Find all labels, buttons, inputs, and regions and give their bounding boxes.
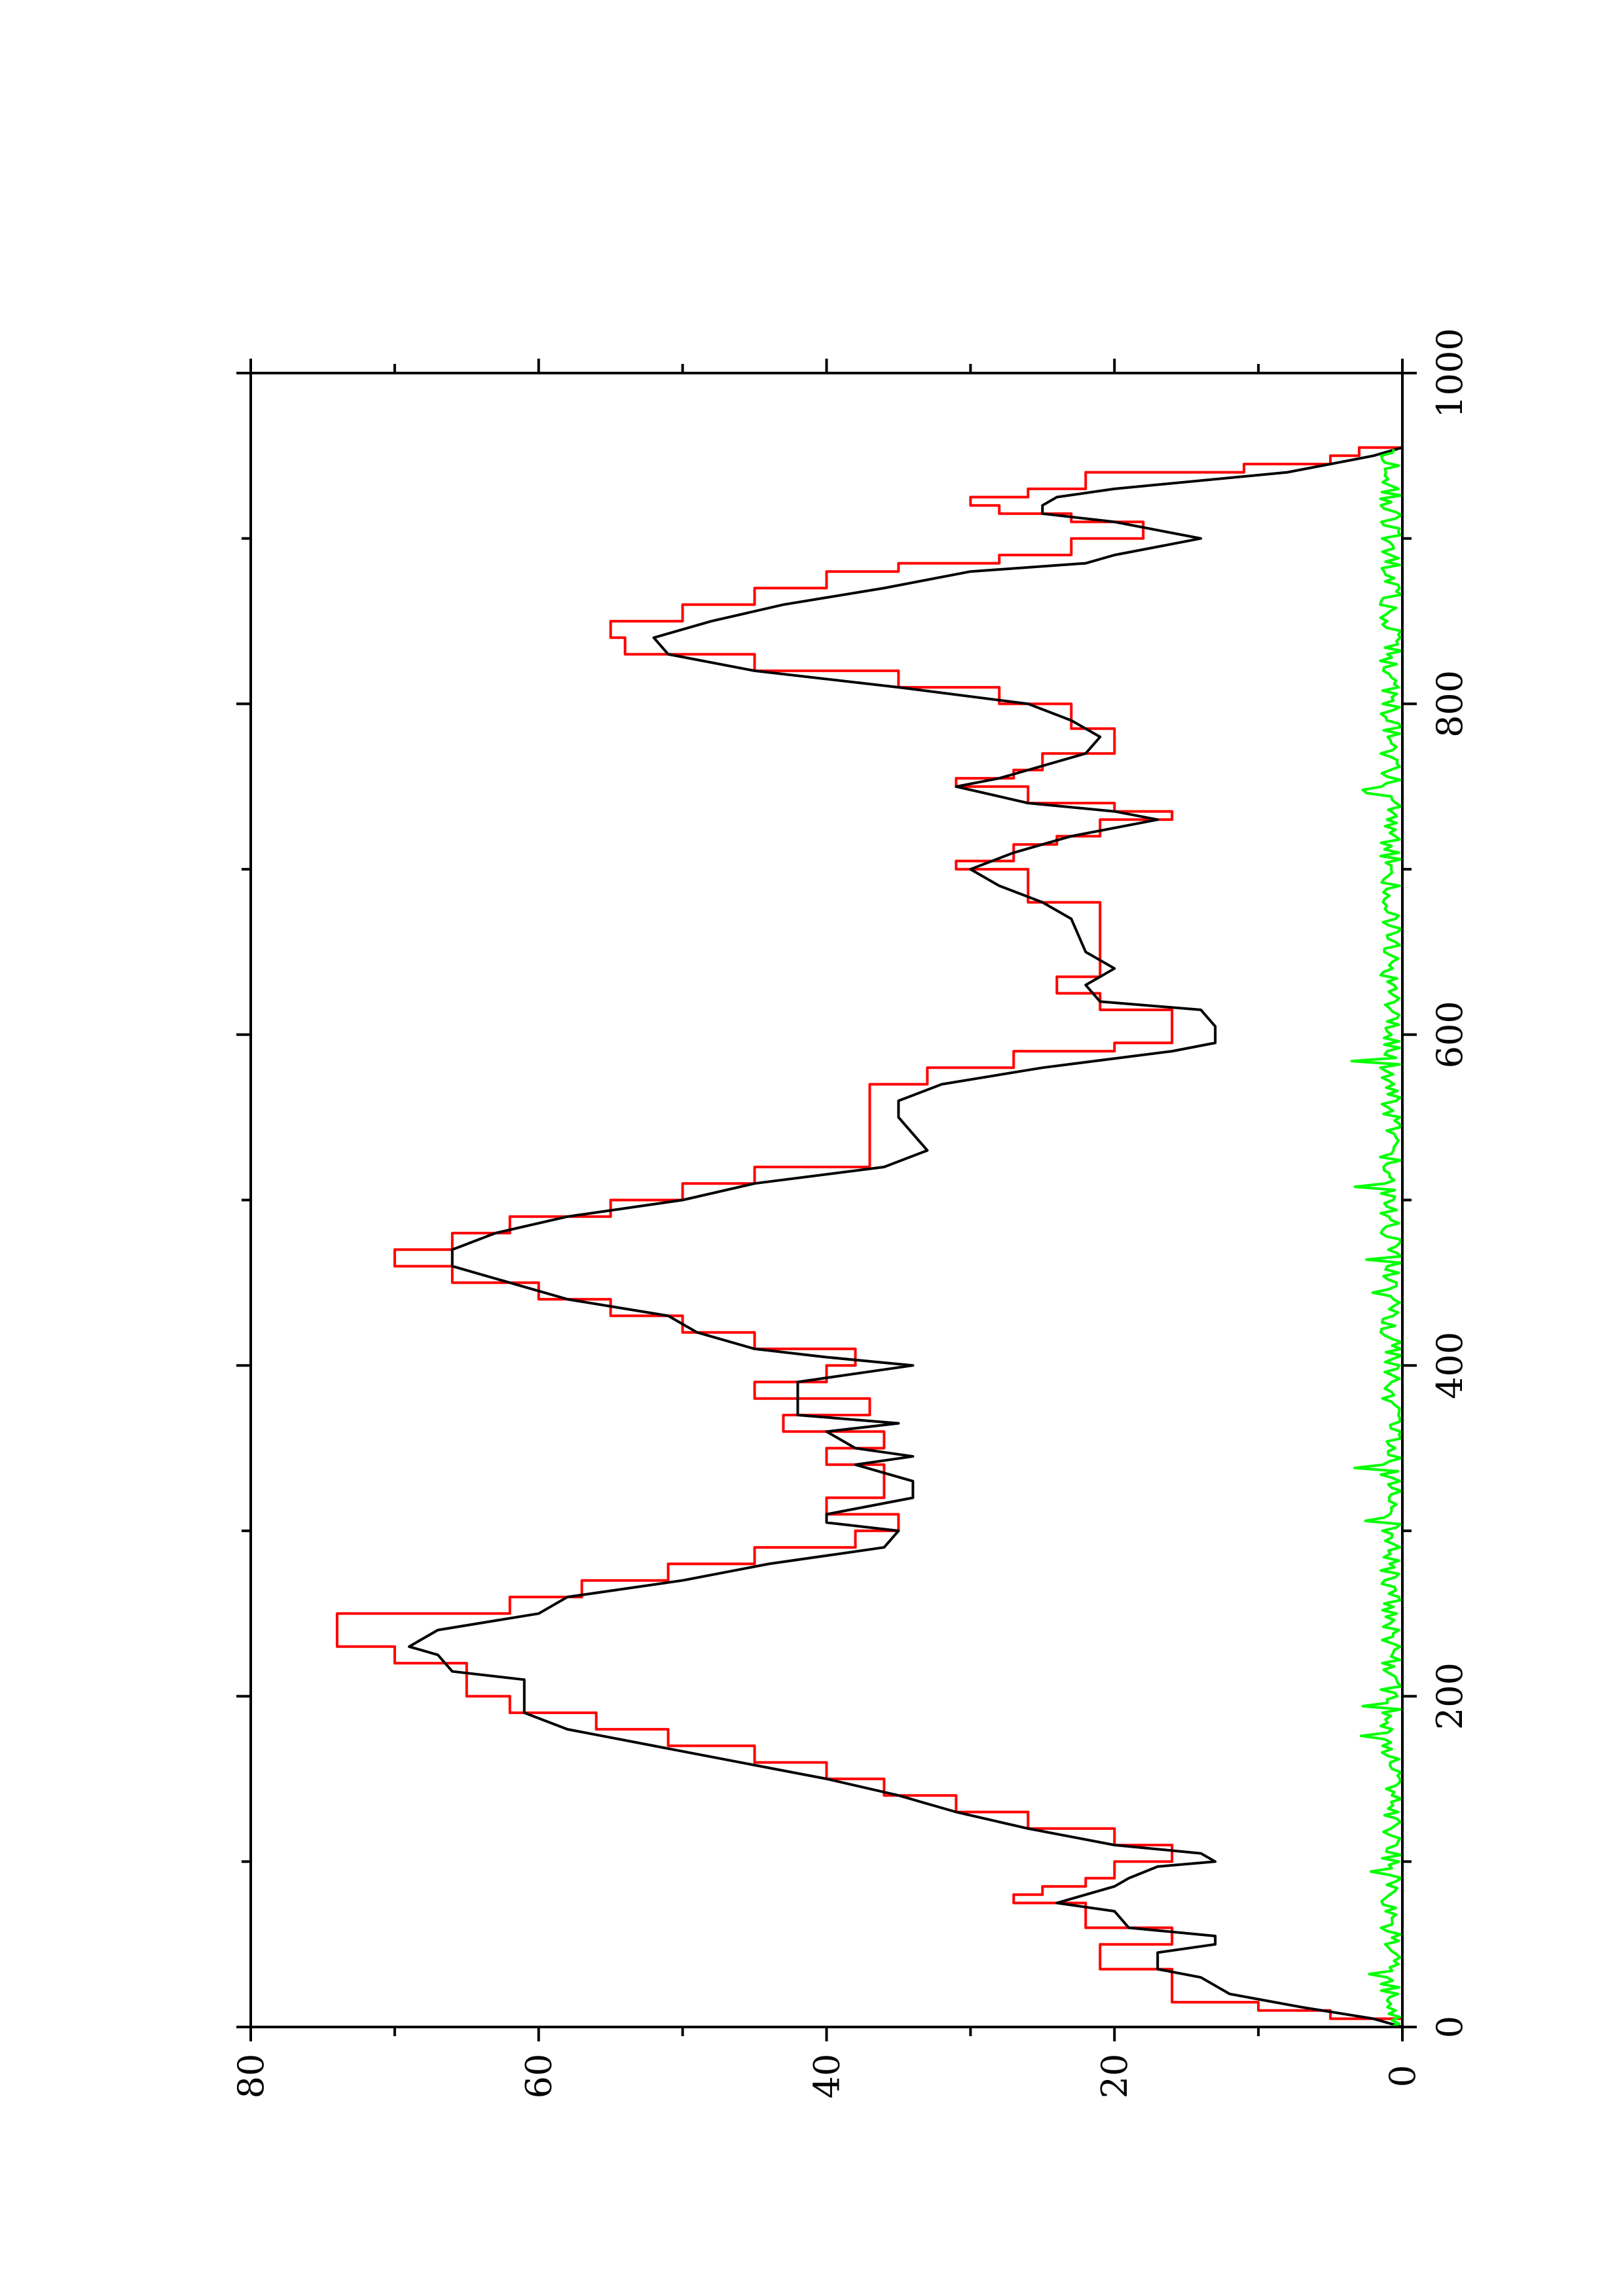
y-tick-label: 20: [1094, 2054, 1135, 2099]
y-tick-label: 80: [230, 2054, 272, 2099]
ticks-layer: [236, 359, 1417, 2041]
y-tick-label: 0: [1382, 2065, 1423, 2087]
x-tick-label: 200: [1429, 1662, 1470, 1730]
y-tick-label: 40: [806, 2054, 847, 2099]
y-tick-label: 60: [519, 2054, 560, 2099]
series-line-red-step: [335, 446, 1404, 2027]
series-line-green-noise: [1350, 448, 1403, 2028]
series-line-black-line: [407, 446, 1403, 2028]
x-tick-label: 600: [1429, 1001, 1470, 1068]
x-tick-label: 800: [1429, 670, 1470, 738]
series-layer: [335, 446, 1404, 2028]
x-tick-label: 1000: [1429, 328, 1470, 418]
x-tick-label: 400: [1429, 1332, 1470, 1399]
tick-labels: 0 200 400 600 800 1000 0 20 40 60 80: [230, 328, 1470, 2098]
x-tick-label: 0: [1429, 2016, 1470, 2038]
